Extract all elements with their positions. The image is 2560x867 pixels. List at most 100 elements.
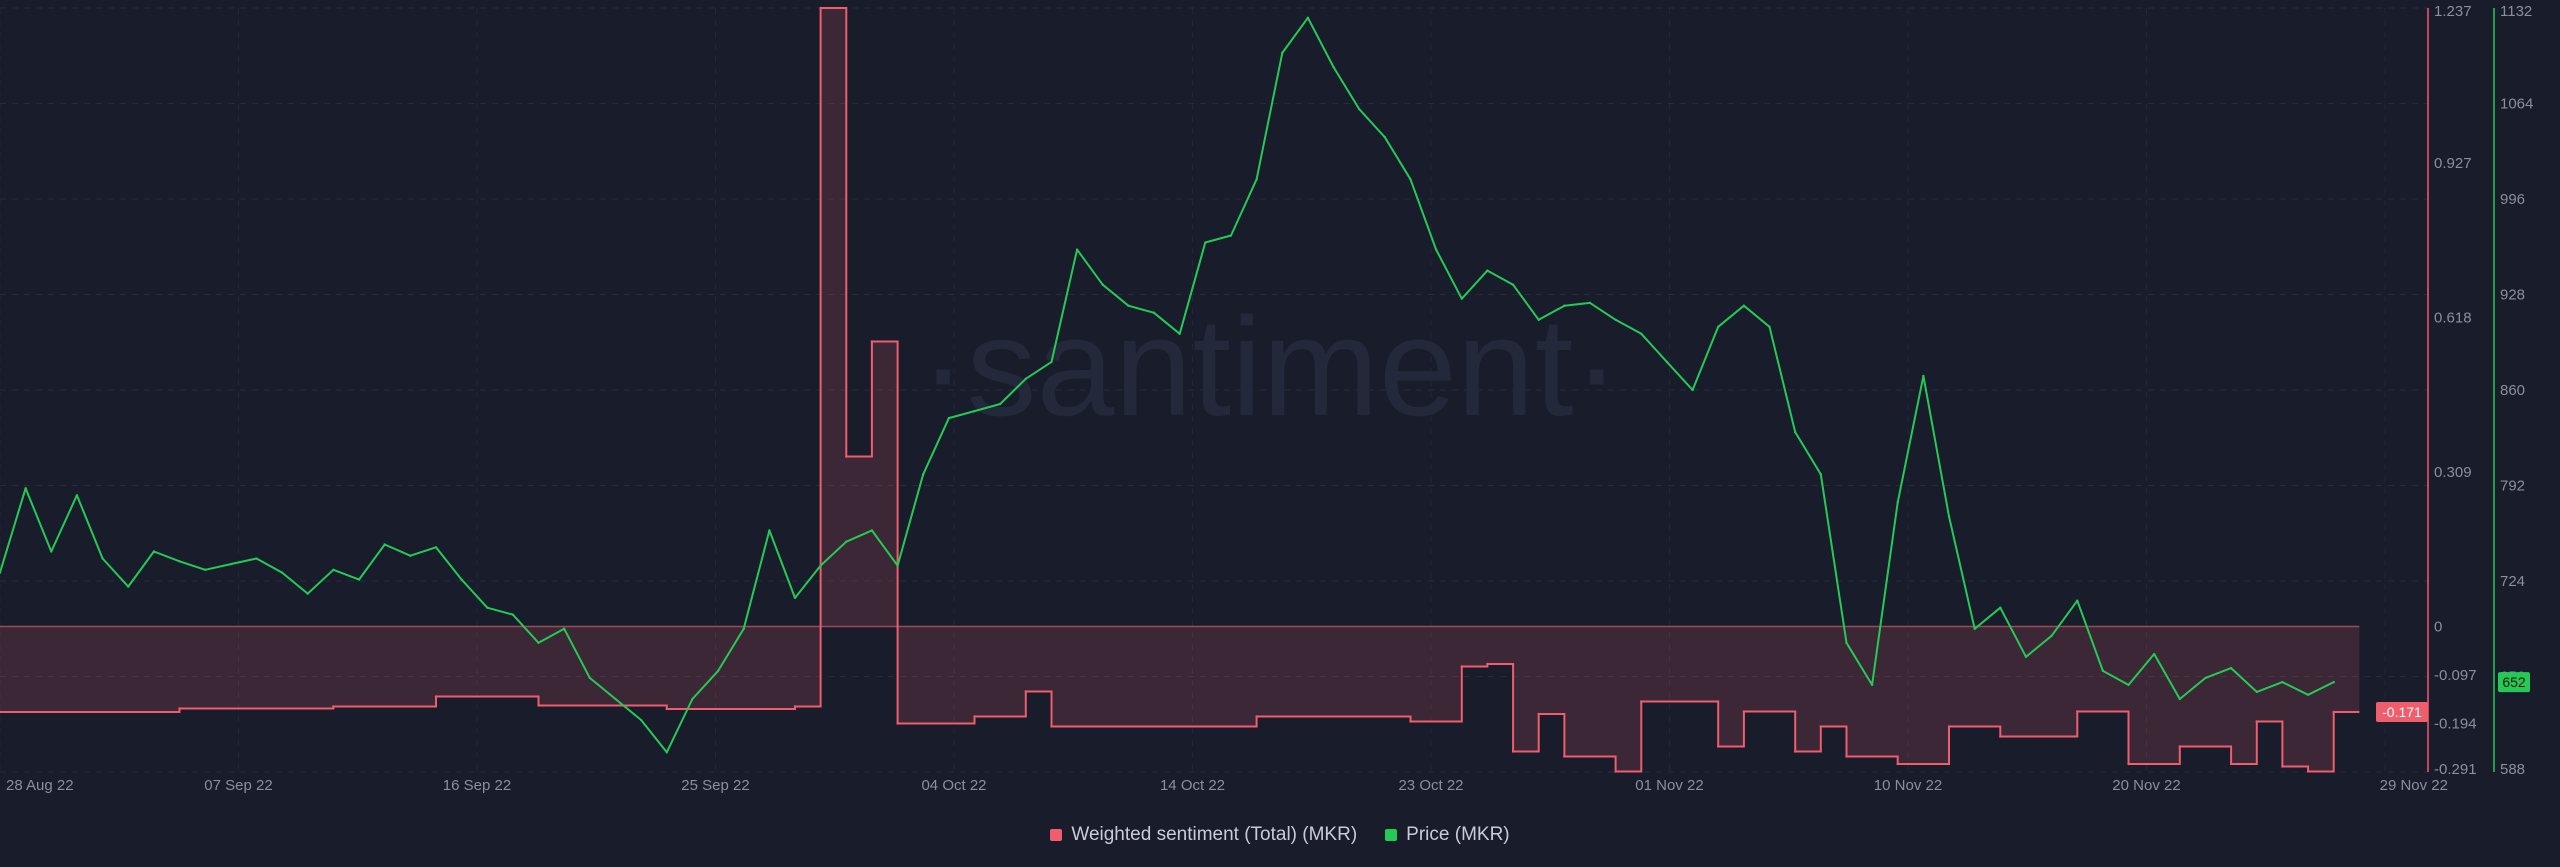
price-point-82	[2101, 669, 2105, 673]
price-point-37	[947, 416, 951, 420]
price-point-17	[434, 546, 438, 549]
price-point-84	[2152, 652, 2156, 656]
sentiment-point-10	[896, 722, 899, 725]
price-point-43	[1101, 283, 1104, 286]
price-point-67	[1717, 325, 1720, 329]
price-point-25	[639, 718, 643, 722]
price-point-35	[896, 564, 899, 567]
price-point-3	[75, 494, 79, 497]
x-tick-label: 20 Nov 22	[2112, 777, 2180, 794]
price-point-88	[2255, 690, 2258, 694]
legend-label-price: Price (MKR)	[1406, 824, 1510, 845]
price-point-8	[203, 568, 207, 571]
sentiment-point-11	[973, 715, 976, 718]
price-point-86	[2204, 676, 2207, 680]
price-point-33	[845, 540, 848, 543]
legend-swatch-price	[1385, 829, 1398, 841]
price-point-50	[1281, 51, 1284, 55]
legend-swatch-sentiment	[1050, 829, 1063, 841]
price-point-0	[0, 571, 2, 574]
sentiment-point-34	[2229, 762, 2233, 766]
price-point-87	[2229, 666, 2233, 670]
sentiment-point-1	[178, 707, 181, 710]
price-point-31	[793, 596, 797, 600]
sentiment-point-29	[1947, 725, 1951, 728]
price-point-85	[2178, 697, 2182, 701]
x-tick-label: 16 Sep 22	[443, 777, 511, 794]
price-point-16	[409, 554, 412, 557]
sentiment-point-21	[1614, 770, 1617, 773]
price-point-28	[716, 669, 720, 673]
x-tick-label: 23 Oct 22	[1398, 777, 1463, 794]
sentiment-line	[0, 7, 2360, 773]
price-point-42	[1075, 248, 1079, 251]
price-point-70	[1793, 430, 1797, 434]
sentiment-point-3	[434, 695, 438, 698]
price-tick-label: 792	[2500, 478, 2525, 495]
x-tick-label: 01 Nov 22	[1635, 777, 1703, 794]
sentiment-point-31	[2076, 710, 2079, 713]
price-point-45	[1152, 311, 1156, 314]
price-point-54	[1383, 136, 1387, 139]
sentiment-point-36	[2281, 765, 2284, 768]
price-point-75	[1922, 374, 1925, 378]
legend-item-price[interactable]: Price (MKR)	[1385, 824, 1510, 846]
price-point-49	[1255, 178, 1258, 181]
x-tick-label: 28 Aug 22	[6, 777, 74, 794]
price-point-27	[691, 697, 694, 701]
price-point-40	[1024, 377, 1028, 380]
sentiment-point-25	[1793, 750, 1797, 753]
sentiment-point-14	[1255, 715, 1258, 718]
price-tick-label: 1132	[2500, 3, 2532, 20]
price-tick-label: 928	[2500, 287, 2525, 304]
sentiment-point-32	[2127, 762, 2130, 766]
sentiment-tick-label: -0.097	[2434, 667, 2477, 684]
sentiment-point-9	[870, 340, 874, 343]
sentiment-point-37	[2306, 770, 2310, 773]
price-point-13	[332, 568, 335, 571]
x-tick-label: 04 Oct 22	[921, 777, 986, 794]
price-point-74	[1896, 501, 1899, 504]
price-tick-label: 1064	[2500, 96, 2533, 113]
sentiment-point-2	[332, 705, 335, 708]
sentiment-tick-label: 0.618	[2434, 310, 2472, 327]
sentiment-point-4	[537, 704, 540, 707]
price-point-7	[178, 560, 181, 563]
price-last-value-text: 652	[2502, 674, 2526, 690]
sentiment-point-20	[1563, 755, 1566, 758]
sentiment-tick-label: 0.927	[2434, 155, 2472, 172]
price-line	[0, 16, 2335, 754]
price-tick-label: 588	[2500, 761, 2525, 778]
sentiment-point-7	[819, 6, 822, 10]
price-point-56	[1434, 248, 1438, 251]
sentiment-tick-label: -0.194	[2434, 716, 2477, 733]
last-value-badges: -0.171 652	[2376, 672, 2530, 722]
price-point-14	[357, 578, 361, 581]
price-point-41	[1050, 360, 1053, 364]
sentiment-last-value-badge	[2376, 702, 2428, 722]
sentiment-point-30	[1999, 735, 2002, 738]
sentiment-tick-label: -0.291	[2434, 761, 2477, 778]
price-point-26	[665, 751, 668, 754]
price-point-68	[1742, 304, 1746, 307]
price-point-55	[1409, 178, 1412, 181]
price-point-73	[1870, 683, 1874, 687]
price-point-64	[1640, 332, 1643, 336]
price-point-51	[1306, 16, 1310, 20]
sentiment-tick-label: 0.309	[2434, 464, 2472, 481]
price-point-60	[1537, 318, 1540, 321]
price-point-15	[383, 543, 386, 546]
price-point-38	[973, 409, 976, 413]
price-point-79	[2024, 655, 2028, 659]
legend-item-sentiment[interactable]: Weighted sentiment (Total) (MKR)	[1050, 824, 1357, 846]
sentiment-point-28	[1896, 762, 1899, 766]
price-tick-label: 860	[2500, 382, 2525, 399]
sentiment-point-35	[2255, 720, 2258, 723]
legend-label-sentiment: Weighted sentiment (Total) (MKR)	[1071, 824, 1358, 845]
price-point-10	[255, 557, 258, 560]
price-point-80	[2050, 634, 2053, 637]
price-point-65	[1665, 360, 1669, 364]
price-point-89	[2281, 680, 2284, 684]
price-point-11	[280, 571, 284, 574]
